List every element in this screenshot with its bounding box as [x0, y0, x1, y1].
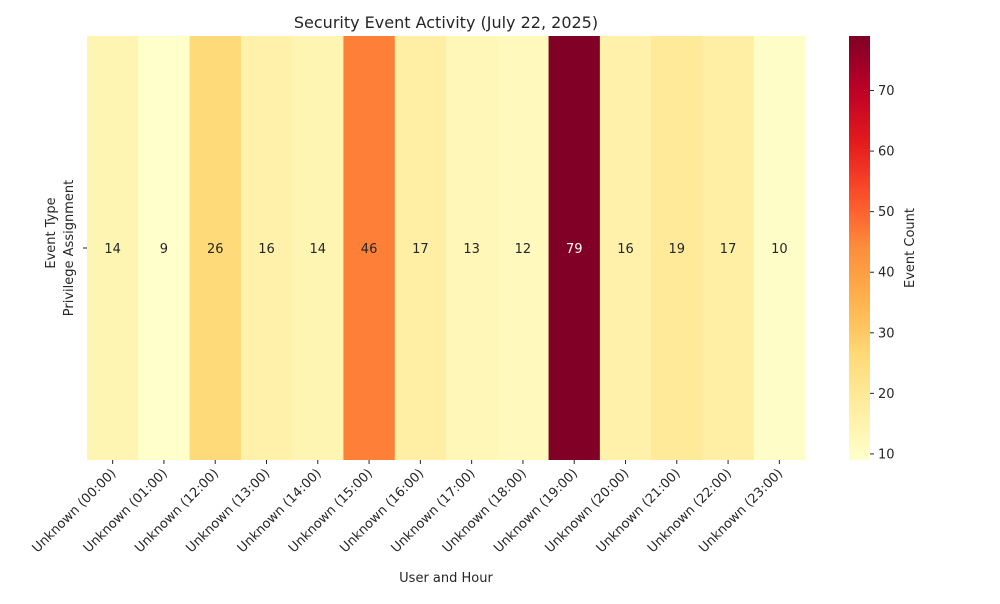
heatmap-cell	[343, 36, 396, 460]
y-tick-label: Privilege Assignment	[62, 180, 77, 316]
x-axis: Unknown (00:00)Unknown (01:00)Unknown (1…	[30, 460, 786, 556]
colorbar	[849, 36, 870, 460]
colorbar-tick-label: 40	[878, 266, 895, 281]
heatmap-cell	[292, 36, 344, 460]
heatmap-cell	[87, 36, 139, 460]
y-axis-title: Event Type	[44, 197, 59, 268]
heatmap-cell	[753, 36, 806, 460]
cell-value-label: 10	[771, 242, 788, 257]
cell-value-label: 13	[463, 242, 480, 257]
cell-value-label: 16	[258, 242, 275, 257]
cell-value-label: 14	[310, 242, 327, 257]
x-tick-label: Unknown (00:00)	[30, 466, 120, 556]
colorbar-ticks: 10 20 30 40 50 60 70	[870, 84, 895, 462]
colorbar-tick-label: 10	[878, 447, 895, 462]
cell-value-label: 79	[566, 242, 583, 257]
heatmap-cell	[394, 36, 447, 460]
chart-title: Security Event Activity (July 22, 2025)	[294, 13, 598, 32]
heatmap-cell	[446, 36, 498, 460]
cell-value-label: 12	[515, 242, 532, 257]
heatmap-cell	[240, 36, 293, 460]
colorbar-tick-label: 20	[878, 387, 895, 402]
heatmap-cell	[189, 36, 242, 460]
heatmap-cells	[87, 36, 806, 460]
heatmap-cell	[138, 36, 191, 460]
heatmap-cell	[651, 36, 703, 460]
cell-value-label: 9	[160, 242, 168, 257]
colorbar-tick-label: 70	[878, 84, 895, 99]
y-axis: Privilege Assignment	[62, 180, 87, 316]
heatmap-cell	[548, 36, 601, 460]
heatmap-cell	[599, 36, 652, 460]
cell-value-label: 17	[412, 242, 429, 257]
colorbar-tick-label: 60	[878, 145, 895, 160]
heatmap-cell	[702, 36, 755, 460]
cell-value-label: 16	[617, 242, 634, 257]
colorbar-tick-label: 30	[878, 326, 895, 341]
heatmap-cell	[497, 36, 550, 460]
x-axis-title: User and Hour	[399, 571, 493, 586]
colorbar-label: Event Count	[903, 208, 918, 288]
cell-value-label: 46	[361, 242, 378, 257]
cell-value-label: 14	[104, 242, 121, 257]
colorbar-tick-label: 50	[878, 205, 895, 220]
heatmap-cell-labels: 14 9 26 16 14 46 17 13 12 79 16 19 17 10	[104, 242, 787, 257]
cell-value-label: 19	[669, 242, 686, 257]
cell-value-label: 26	[207, 242, 224, 257]
cell-value-label: 17	[720, 242, 737, 257]
